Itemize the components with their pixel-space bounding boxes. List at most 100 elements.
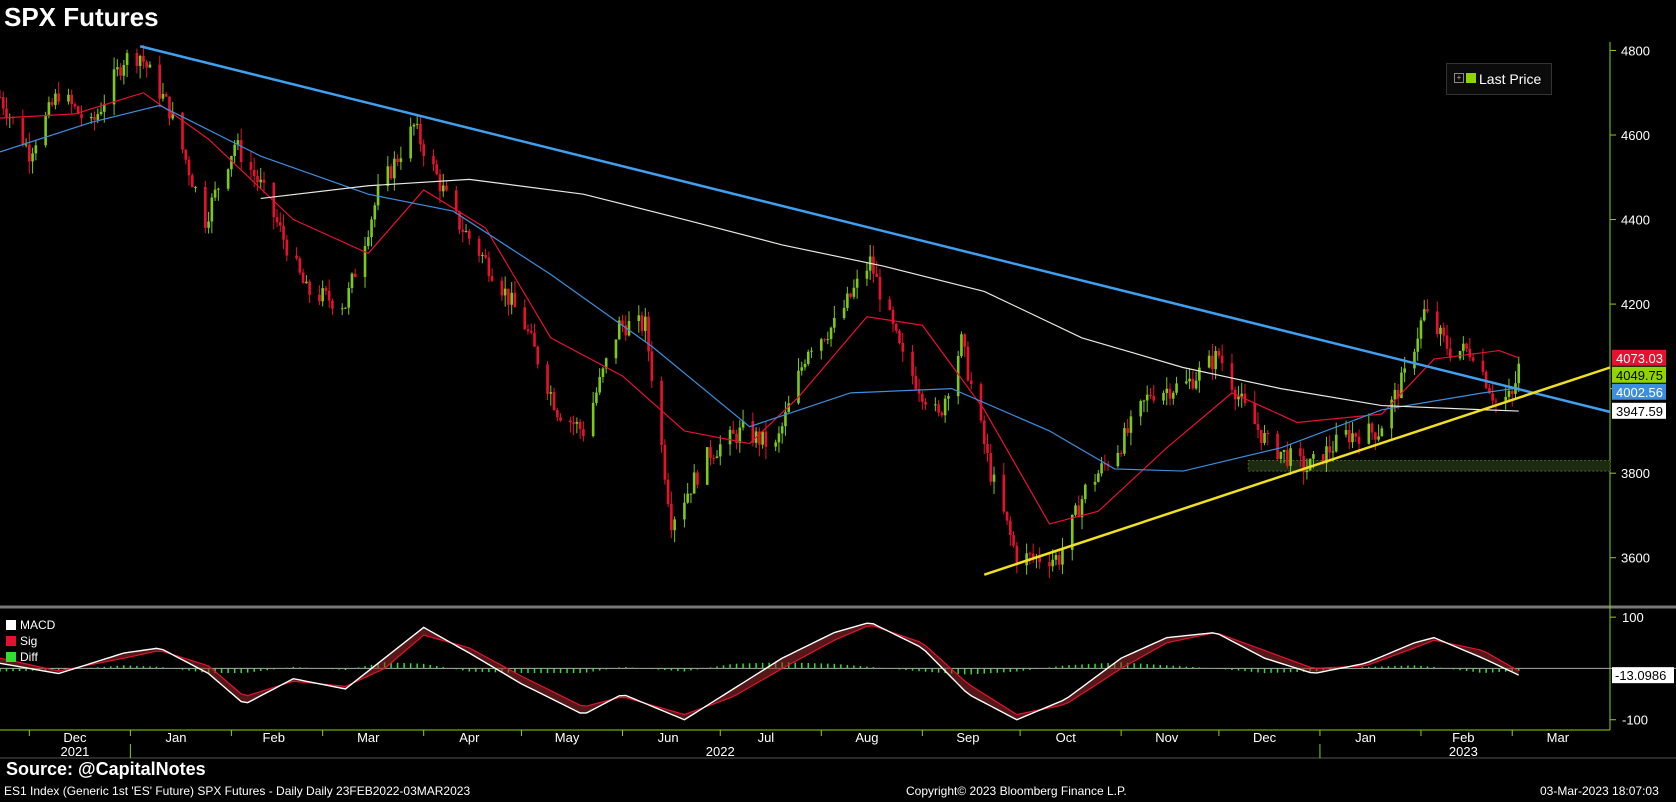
price-bar-body (1217, 350, 1221, 356)
price-bar-body (34, 145, 38, 154)
price-bar-body (569, 420, 572, 423)
price-bar-body (1312, 454, 1315, 459)
moving-averages (0, 92, 1519, 525)
price-bar-body (846, 293, 849, 308)
price-bar-body (712, 457, 716, 459)
price-bar-body (924, 401, 927, 405)
price-bar-body (787, 403, 791, 413)
price-bar-body (917, 389, 921, 394)
price-bar-body (1061, 549, 1064, 565)
price-tag (1612, 402, 1666, 419)
legend[interactable]: + Last Price (1446, 63, 1552, 95)
price-bar-body (556, 409, 559, 418)
price-bar-body (1282, 450, 1286, 452)
price-bar-body (168, 96, 171, 119)
price-bar-body (236, 140, 240, 145)
price-bar-body (344, 307, 347, 309)
x-tick-label: Aug (855, 730, 878, 745)
price-bar-body (135, 53, 139, 66)
x-tick-label: Mar (1547, 730, 1570, 745)
price-bar-body (1299, 448, 1302, 457)
price-bar-body (1057, 555, 1061, 565)
source-label: Source: @CapitalNotes (6, 759, 206, 779)
price-bar-body (370, 219, 373, 238)
price-bar-body (256, 176, 259, 183)
price-bar-body (507, 288, 510, 305)
price-bar-body (308, 281, 311, 295)
price-bar-body (89, 116, 93, 119)
time-axis: Dec Jan Feb Mar Apr May Jun Jul Aug Sep Oct Nov Dec J… (0, 729, 1676, 759)
x-tick-label: Feb (1452, 730, 1474, 745)
price-bar-body (1139, 400, 1142, 417)
price-bar-body (298, 258, 302, 273)
price-bar-body (784, 412, 787, 427)
price-bar-body (1162, 392, 1165, 401)
price-bar-body (549, 392, 553, 394)
price-bar-body (1083, 484, 1087, 500)
price-bar-body (1259, 429, 1263, 443)
x-tick-label: May (555, 730, 580, 745)
macd-tick-label: 100 (1622, 610, 1644, 625)
price-bar-body (50, 102, 54, 105)
price-bar-body (363, 246, 367, 277)
price-bar-body (1093, 481, 1097, 485)
price-bar-body (1354, 433, 1358, 437)
price-bar-body (102, 104, 106, 112)
price-bar-body (1100, 463, 1103, 474)
price-bar-body (696, 472, 699, 485)
price-bar-body (1308, 458, 1312, 471)
price-bar-body (138, 55, 142, 66)
x-tick-label: Nov (1155, 730, 1179, 745)
price-bar-body (1145, 394, 1149, 401)
price-bar-body (1488, 387, 1491, 394)
diff-swatch (6, 652, 16, 662)
price-bar-body (637, 315, 641, 321)
price-bar-body (1168, 388, 1172, 399)
price-bar-body (164, 94, 168, 97)
price-bar-body (366, 237, 370, 247)
price-bar-body (217, 188, 220, 190)
price-bar-body (458, 211, 461, 230)
price-bar-body (855, 278, 859, 288)
price-bar-body (230, 156, 233, 170)
price-bar-body (663, 444, 667, 480)
price-bar-body (1458, 350, 1462, 359)
x-tick-label: Dec (1253, 730, 1277, 745)
price-bar-body (80, 114, 83, 119)
y-tick-label: 4200 (1621, 297, 1650, 312)
price-bar-body (1048, 562, 1051, 567)
price-bar-body (911, 351, 914, 376)
price-bar-body (415, 123, 419, 125)
price-bar-body (1305, 470, 1309, 473)
price-bar-body (0, 96, 2, 98)
signal-line (0, 625, 1520, 716)
price-bar-body (1422, 309, 1426, 321)
price-bar-body (1051, 559, 1054, 567)
price-bar-body (487, 257, 491, 277)
price-bar-body (347, 287, 351, 308)
price-bar-body (761, 431, 764, 445)
price-bar-body (982, 420, 986, 444)
price-bar-body (1439, 327, 1442, 335)
price-bar-body (181, 112, 184, 150)
price-bar-body (1462, 343, 1465, 351)
price-bar-body (758, 431, 761, 445)
y-tick-label: 4400 (1621, 213, 1650, 228)
price-bar-body (1080, 499, 1084, 518)
price-bar-body (546, 364, 549, 394)
price-bar-body (438, 174, 442, 192)
price-bar-body (1126, 428, 1129, 433)
price-bar-body (1031, 553, 1035, 558)
macd-legend-item-sig: Sig (6, 633, 55, 649)
price-bar-body (259, 179, 263, 183)
price-bar-body (774, 442, 777, 447)
price-bar-body (780, 426, 784, 434)
price-bar-body (1400, 372, 1403, 399)
x-year-label: 2023 (1449, 744, 1478, 759)
price-bar-body (67, 94, 70, 102)
price-bar-body (934, 404, 937, 406)
price-bar-body (93, 116, 96, 120)
legend-toggle-icon[interactable]: + (1454, 73, 1464, 83)
price-bar-body (764, 431, 768, 447)
price-bar-body (500, 280, 504, 296)
